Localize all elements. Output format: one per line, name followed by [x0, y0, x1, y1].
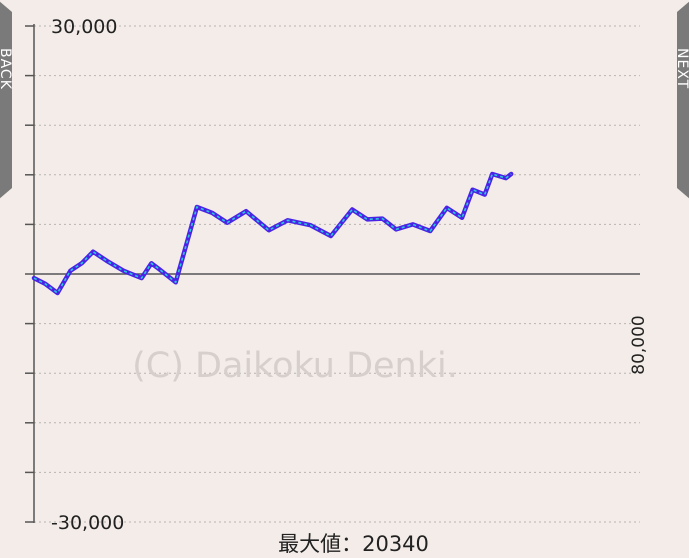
back-button-label: BACK: [0, 48, 13, 90]
next-button-label: NEXT: [674, 48, 689, 90]
series-line: [31, 171, 514, 296]
next-tab-shape: [677, 0, 689, 200]
back-tab-shape: [0, 0, 12, 200]
axis-layer: [25, 24, 640, 523]
next-button[interactable]: NEXT: [674, 0, 689, 200]
max-value-label: 最大値：20340: [278, 532, 429, 556]
tick-labels: 30,000 -30,000 80,000: [51, 16, 649, 534]
series-line-highlight: [33, 173, 512, 294]
series-layer: [31, 171, 514, 296]
back-button[interactable]: BACK: [0, 0, 13, 200]
x-end-label: 80,000: [629, 315, 649, 374]
y-tick-label: 30,000: [51, 16, 117, 38]
watermark: (C) Daikoku Denki.: [132, 346, 458, 386]
y-tick-label: -30,000: [51, 512, 124, 534]
grid-layer: [34, 25, 640, 523]
